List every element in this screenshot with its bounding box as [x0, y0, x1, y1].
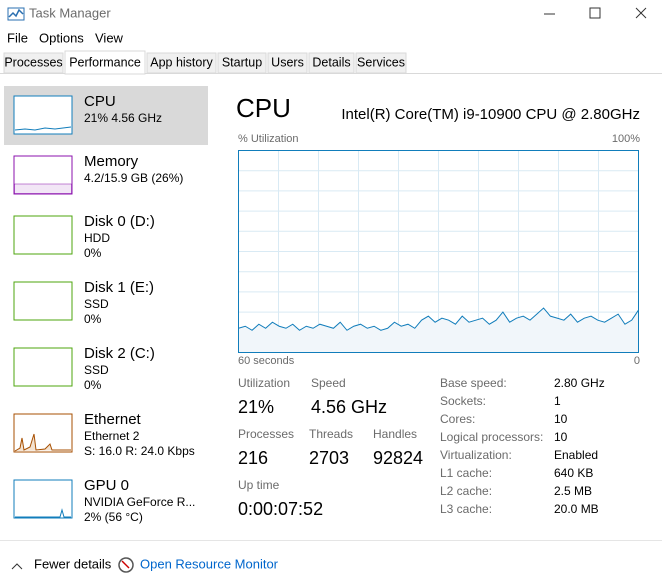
x-right-label: 0 [634, 355, 640, 367]
stat-label: Processes [238, 427, 294, 441]
cpu-title: CPU [236, 93, 291, 123]
close-button[interactable] [635, 7, 647, 19]
detail-label: Base speed: [440, 376, 507, 390]
tab[interactable] [308, 52, 355, 74]
thumbnail-trace [14, 126, 72, 131]
sidebar-detail[interactable]: 0% [84, 246, 102, 260]
thumbnail[interactable] [13, 479, 73, 519]
stat-label: Speed [311, 376, 346, 390]
sidebar-detail[interactable]: S: 16.0 R: 24.0 Kbps [84, 444, 195, 458]
sidebar-detail[interactable]: HDD [84, 231, 110, 245]
collapse-icon[interactable] [11, 563, 23, 570]
resource-monitor-link[interactable]: Open Resource Monitor [140, 556, 279, 571]
tab-label[interactable]: Startup [222, 55, 262, 69]
tab-label[interactable]: Performance [69, 55, 141, 69]
y-axis-label: % Utilization [238, 133, 299, 145]
detail-value: 1 [554, 394, 561, 408]
sidebar-detail[interactable]: NVIDIA GeForce R... [84, 495, 195, 509]
utilization-line [238, 307, 639, 331]
tab[interactable] [3, 52, 64, 74]
tab[interactable] [267, 52, 308, 74]
stat-value: 2703 [309, 448, 349, 468]
menu-item[interactable]: File [7, 30, 28, 45]
detail-value: 2.5 MB [554, 484, 592, 498]
thumbnail-trace [14, 433, 71, 452]
stat-value: 0:00:07:52 [238, 499, 323, 519]
tab[interactable] [355, 52, 407, 74]
tab[interactable] [146, 52, 217, 74]
resource-monitor-icon [118, 557, 134, 573]
detail-label: L1 cache: [440, 466, 492, 480]
thumbnail[interactable] [13, 281, 73, 321]
detail-label: L3 cache: [440, 502, 492, 516]
tab-label[interactable]: App history [150, 55, 213, 69]
thumbnail[interactable] [13, 347, 73, 387]
sidebar-detail[interactable]: Ethernet 2 [84, 429, 140, 443]
detail-label: Sockets: [440, 394, 486, 408]
thumbnail[interactable] [13, 413, 73, 453]
stat-value: 21% [238, 397, 274, 417]
stat-value: 216 [238, 448, 268, 468]
sidebar-detail[interactable]: SSD [84, 297, 109, 311]
sidebar-name[interactable]: CPU [84, 93, 116, 110]
detail-label: Virtualization: [440, 448, 512, 462]
sidebar-name[interactable]: Memory [84, 153, 139, 170]
menu-item[interactable]: View [95, 30, 124, 45]
tab-label[interactable]: Details [312, 55, 350, 69]
sidebar-detail[interactable]: SSD [84, 363, 109, 377]
detail-value: 10 [554, 430, 568, 444]
utilization-area [238, 308, 639, 353]
graph-border [238, 150, 639, 353]
detail-value: 10 [554, 412, 568, 426]
tab-label[interactable]: Processes [4, 55, 62, 69]
sidebar-name[interactable]: Ethernet [84, 411, 142, 428]
detail-value: 2.80 GHz [554, 376, 605, 390]
stat-value: 92824 [373, 448, 423, 468]
thumbnail[interactable] [13, 215, 73, 255]
maximize-button[interactable] [589, 7, 601, 19]
sidebar-name[interactable]: GPU 0 [84, 477, 129, 494]
window-title: Task Manager [29, 5, 111, 20]
detail-label: Logical processors: [440, 430, 543, 444]
menu-item[interactable]: Options [39, 30, 84, 45]
sidebar-name[interactable]: Disk 0 (D:) [84, 213, 155, 230]
stat-value: 4.56 GHz [311, 397, 387, 417]
tab-label[interactable]: Users [271, 55, 304, 69]
stat-label: Handles [373, 427, 417, 441]
stat-label: Up time [238, 478, 280, 492]
app-icon [7, 7, 25, 21]
x-left-label: 60 seconds [238, 355, 295, 367]
sidebar-detail[interactable]: 21% 4.56 GHz [84, 111, 162, 125]
tab[interactable] [64, 50, 146, 75]
sidebar-name[interactable]: Disk 2 (C:) [84, 345, 155, 362]
thumbnail-trace [15, 508, 71, 518]
y-max-label: 100% [612, 133, 640, 145]
sidebar-detail[interactable]: 4.2/15.9 GB (26%) [84, 171, 183, 185]
stat-label: Utilization [238, 376, 290, 390]
thumbnail-fill [14, 183, 72, 194]
sidebar-name[interactable]: Disk 1 (E:) [84, 279, 154, 296]
tab[interactable] [217, 52, 267, 74]
detail-value: 640 KB [554, 466, 593, 480]
detail-value: Enabled [554, 448, 598, 462]
detail-label: L2 cache: [440, 484, 492, 498]
detail-value: 20.0 MB [554, 502, 599, 516]
stat-label: Threads [309, 427, 353, 441]
sidebar-detail[interactable]: 2% (56 °C) [84, 510, 143, 524]
sidebar-detail[interactable]: 0% [84, 312, 102, 326]
detail-label: Cores: [440, 412, 475, 426]
tab-label[interactable]: Services [357, 55, 405, 69]
fewer-details[interactable]: Fewer details [34, 556, 112, 571]
cpu-model: Intel(R) Core(TM) i9-10900 CPU @ 2.80GHz [341, 106, 640, 123]
sidebar-detail[interactable]: 0% [84, 378, 102, 392]
